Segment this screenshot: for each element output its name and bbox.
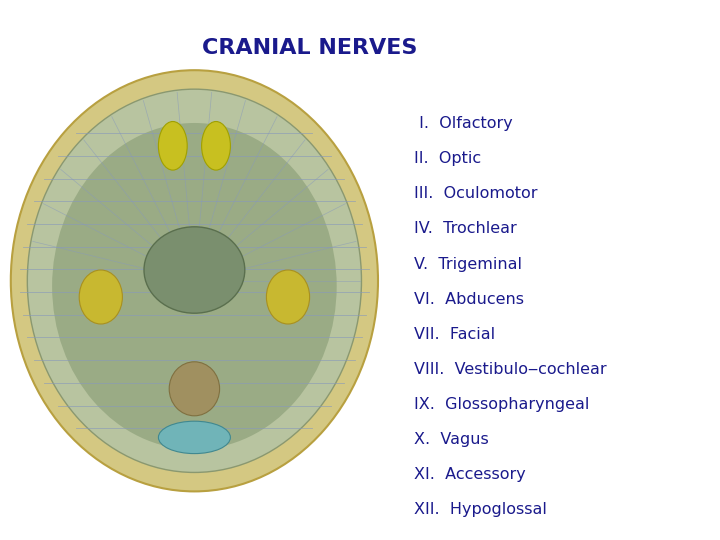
Text: XII.  Hypoglossal: XII. Hypoglossal	[414, 502, 547, 517]
Text: VIII.  Vestibulo‒cochlear: VIII. Vestibulo‒cochlear	[414, 362, 607, 377]
Ellipse shape	[11, 70, 378, 491]
Ellipse shape	[266, 270, 310, 324]
Ellipse shape	[169, 362, 220, 416]
Text: I.  Olfactory: I. Olfactory	[414, 116, 513, 131]
Ellipse shape	[202, 122, 230, 170]
Ellipse shape	[158, 421, 230, 454]
Ellipse shape	[27, 89, 361, 472]
Text: VI.  Abducens: VI. Abducens	[414, 292, 524, 307]
Ellipse shape	[52, 123, 337, 449]
Text: IX.  Glossopharyngeal: IX. Glossopharyngeal	[414, 397, 590, 412]
Text: V.  Trigeminal: V. Trigeminal	[414, 256, 522, 272]
Ellipse shape	[158, 122, 187, 170]
Text: IV.  Trochlear: IV. Trochlear	[414, 221, 517, 237]
Ellipse shape	[144, 227, 245, 313]
Ellipse shape	[79, 270, 122, 324]
Text: II.  Optic: II. Optic	[414, 151, 481, 166]
Text: CRANIAL NERVES: CRANIAL NERVES	[202, 38, 418, 58]
Text: VII.  Facial: VII. Facial	[414, 327, 495, 342]
Text: III.  Oculomotor: III. Oculomotor	[414, 186, 538, 201]
Text: XI.  Accessory: XI. Accessory	[414, 467, 526, 482]
Text: X.  Vagus: X. Vagus	[414, 432, 489, 447]
